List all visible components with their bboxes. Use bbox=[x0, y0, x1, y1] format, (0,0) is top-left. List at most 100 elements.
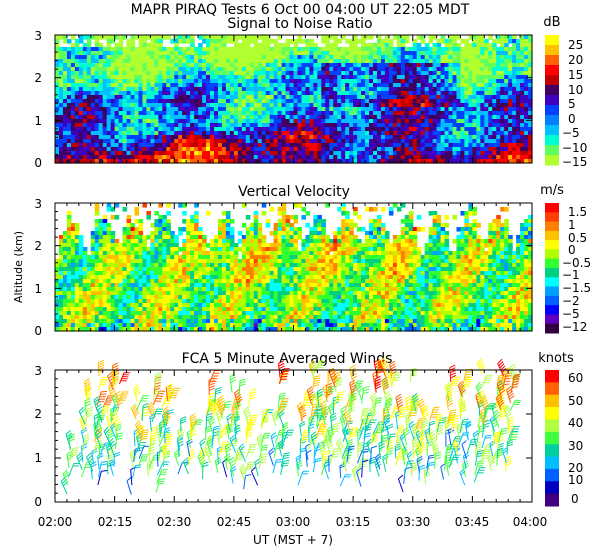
velocity-cell bbox=[162, 235, 167, 240]
snr-cell bbox=[496, 39, 501, 44]
snr-cell bbox=[404, 147, 410, 152]
snr-cell bbox=[480, 119, 485, 124]
snr-cell bbox=[110, 123, 116, 128]
velocity-cell bbox=[90, 239, 96, 244]
snr-cell bbox=[333, 135, 338, 140]
snr-cell bbox=[508, 35, 513, 40]
snr-cell bbox=[206, 115, 211, 120]
snr-cell bbox=[504, 55, 509, 60]
snr-cell bbox=[55, 155, 60, 160]
snr-cell bbox=[102, 87, 108, 92]
velocity-cell bbox=[186, 219, 191, 224]
snr-cell bbox=[186, 79, 191, 84]
snr-cell bbox=[480, 35, 485, 40]
snr-cell bbox=[198, 131, 203, 136]
snr-cell bbox=[440, 115, 446, 120]
snr-cell bbox=[345, 39, 350, 44]
snr-cell bbox=[158, 91, 163, 96]
snr-cell bbox=[484, 107, 489, 112]
snr-cell bbox=[174, 155, 179, 160]
velocity-cell bbox=[217, 291, 223, 296]
snr-cell bbox=[488, 79, 493, 84]
snr-ytick-3: 3 bbox=[34, 29, 42, 43]
snr-cell bbox=[301, 71, 307, 76]
velocity-cell bbox=[118, 259, 124, 264]
snr-cell bbox=[253, 39, 259, 44]
snr-cell bbox=[392, 67, 398, 72]
snr-cell bbox=[508, 79, 513, 84]
velocity-cell bbox=[82, 303, 88, 308]
velocity-cell bbox=[106, 311, 112, 316]
snr-cell bbox=[166, 107, 171, 112]
snr-cell bbox=[305, 39, 310, 44]
velocity-cell bbox=[210, 251, 215, 256]
velocity-cell bbox=[178, 307, 183, 312]
snr-cell bbox=[265, 71, 271, 76]
velocity-cell bbox=[130, 247, 136, 252]
velocity-cell bbox=[146, 267, 151, 272]
snr-cell bbox=[281, 143, 287, 148]
snr-cell bbox=[269, 159, 275, 164]
snr-cell bbox=[202, 39, 207, 44]
snr-cell bbox=[249, 151, 255, 156]
velocity-cell bbox=[106, 235, 112, 240]
snr-cell bbox=[229, 55, 235, 60]
snr-cell bbox=[154, 59, 159, 64]
snr-cell bbox=[55, 91, 60, 96]
snr-cell bbox=[305, 87, 310, 92]
snr-cell bbox=[178, 155, 183, 160]
snr-cell bbox=[484, 119, 489, 124]
snr-cell bbox=[114, 59, 120, 64]
snr-cell bbox=[122, 75, 128, 80]
snr-cell bbox=[408, 151, 414, 156]
snr-cell bbox=[424, 143, 430, 148]
snr-cell bbox=[126, 83, 132, 88]
snr-cell bbox=[361, 63, 366, 68]
snr-cell bbox=[94, 143, 100, 148]
snr-cell bbox=[376, 95, 382, 100]
snr-cell bbox=[285, 143, 291, 148]
snr-cell bbox=[349, 43, 354, 48]
snr-cell bbox=[341, 123, 346, 128]
snr-colorbar-swatch bbox=[545, 105, 559, 116]
snr-cell bbox=[376, 51, 382, 56]
snr-cell bbox=[496, 119, 501, 124]
snr-cell bbox=[293, 83, 299, 88]
snr-cell bbox=[273, 151, 279, 156]
snr-cell bbox=[74, 71, 80, 76]
snr-cell bbox=[504, 95, 509, 100]
velocity-cell bbox=[198, 315, 203, 320]
velocity-cell bbox=[78, 315, 84, 320]
snr-cell bbox=[229, 139, 235, 144]
snr-cell bbox=[210, 127, 215, 132]
velocity-cell bbox=[106, 243, 112, 248]
velocity-cell bbox=[154, 291, 159, 296]
snr-cell bbox=[384, 59, 390, 64]
snr-cell bbox=[349, 59, 354, 64]
snr-cell bbox=[488, 135, 493, 140]
snr-cell bbox=[273, 127, 279, 132]
snr-cell bbox=[460, 103, 466, 108]
snr-cell bbox=[142, 139, 148, 144]
snr-cell bbox=[416, 111, 422, 116]
snr-cell bbox=[202, 87, 207, 92]
velocity-cell bbox=[178, 327, 183, 332]
snr-cell bbox=[146, 107, 151, 112]
snr-cell bbox=[202, 131, 207, 136]
snr-cell bbox=[329, 55, 334, 60]
snr-cell bbox=[432, 59, 438, 64]
snr-cell bbox=[130, 47, 136, 52]
snr-cell bbox=[134, 91, 140, 96]
snr-cell bbox=[142, 107, 148, 112]
snr-cell bbox=[249, 155, 255, 160]
snr-cell bbox=[528, 99, 533, 104]
snr-cell bbox=[190, 103, 195, 108]
snr-cell bbox=[182, 123, 187, 128]
snr-cell bbox=[114, 87, 120, 92]
velocity-cell bbox=[198, 275, 203, 280]
snr-cell bbox=[345, 71, 350, 76]
snr-cell bbox=[182, 151, 187, 156]
snr-cell bbox=[82, 107, 88, 112]
snr-cell bbox=[206, 107, 211, 112]
velocity-cell bbox=[106, 255, 112, 260]
